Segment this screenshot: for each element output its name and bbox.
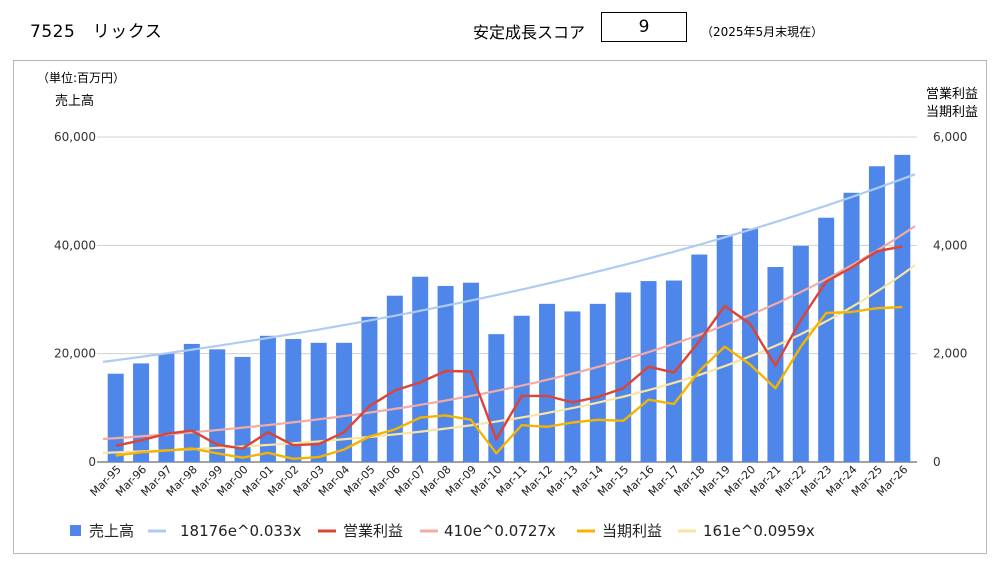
sales-bar: [386, 295, 403, 462]
legend-swatch-sales: [70, 525, 81, 536]
sales-bar: [818, 217, 835, 462]
sales-bar: [234, 356, 251, 462]
right-axis-title-operating: 営業利益: [926, 86, 978, 102]
legend-label-net: 当期利益: [602, 522, 662, 540]
sales-bar: [488, 334, 505, 462]
line-layer: [115, 245, 903, 460]
sales-bar: [843, 192, 860, 462]
sales-bar: [691, 254, 708, 462]
right-tick-label: 6,000: [933, 130, 967, 144]
sales-bar: [437, 285, 454, 462]
legend-label-operating-trend: 410e^0.0727x: [444, 522, 556, 540]
operating-trendline: [102, 225, 916, 441]
sales-bar: [412, 276, 429, 462]
right-axis-title-net: 当期利益: [926, 105, 978, 120]
legend-label-operating: 営業利益: [343, 522, 403, 540]
sales-bar: [285, 339, 302, 462]
left-tick-label: 60,000: [54, 130, 96, 144]
company-title: 7525 リックス: [30, 22, 163, 42]
sales-bar: [209, 349, 226, 462]
sales-bar: [259, 335, 276, 462]
net-income-line: [115, 305, 903, 460]
right-tick-label: 0: [933, 455, 941, 469]
sales-bar: [615, 292, 632, 462]
sales-bar: [336, 342, 353, 462]
bar-layer: [107, 154, 911, 462]
left-axis-title: 売上高: [55, 93, 94, 109]
sales-bar: [133, 363, 150, 462]
sales-trendline: [102, 173, 916, 363]
sales-bar: [183, 343, 200, 462]
score-value-box: 9: [601, 12, 687, 42]
left-tick-label: 0: [88, 455, 96, 469]
sales-bar: [640, 281, 657, 462]
score-label: 安定成長スコア: [473, 23, 586, 42]
sales-bar: [158, 353, 175, 462]
legend-label-net-trend: 161e^0.0959x: [703, 522, 815, 540]
sales-bar: [792, 245, 809, 462]
sales-bar: [716, 235, 733, 462]
sales-bar: [539, 303, 556, 462]
legend-label-sales: 売上高: [89, 522, 134, 540]
unit-label: （単位:百万円）: [37, 70, 125, 85]
sales-bar: [868, 166, 885, 462]
legend: 売上高 18176e^0.033x 営業利益 410e^0.0727x 当期利益…: [70, 522, 815, 540]
operating-income-line: [115, 245, 903, 450]
sales-bar: [564, 311, 581, 462]
sales-bar: [310, 342, 327, 462]
sales-bar: [513, 315, 530, 462]
left-tick-label: 40,000: [54, 238, 96, 252]
sales-bar: [107, 373, 124, 462]
chart-frame: [13, 60, 987, 554]
sales-bar: [589, 303, 606, 462]
score-date: （2025年5月末現在）: [701, 25, 824, 39]
sales-bar: [742, 228, 759, 462]
right-tick-label: 4,000: [933, 238, 967, 252]
right-tick-label: 2,000: [933, 347, 967, 361]
legend-label-sales-trend: 18176e^0.033x: [180, 522, 301, 540]
left-tick-label: 20,000: [54, 347, 96, 361]
sales-bar: [361, 316, 378, 462]
